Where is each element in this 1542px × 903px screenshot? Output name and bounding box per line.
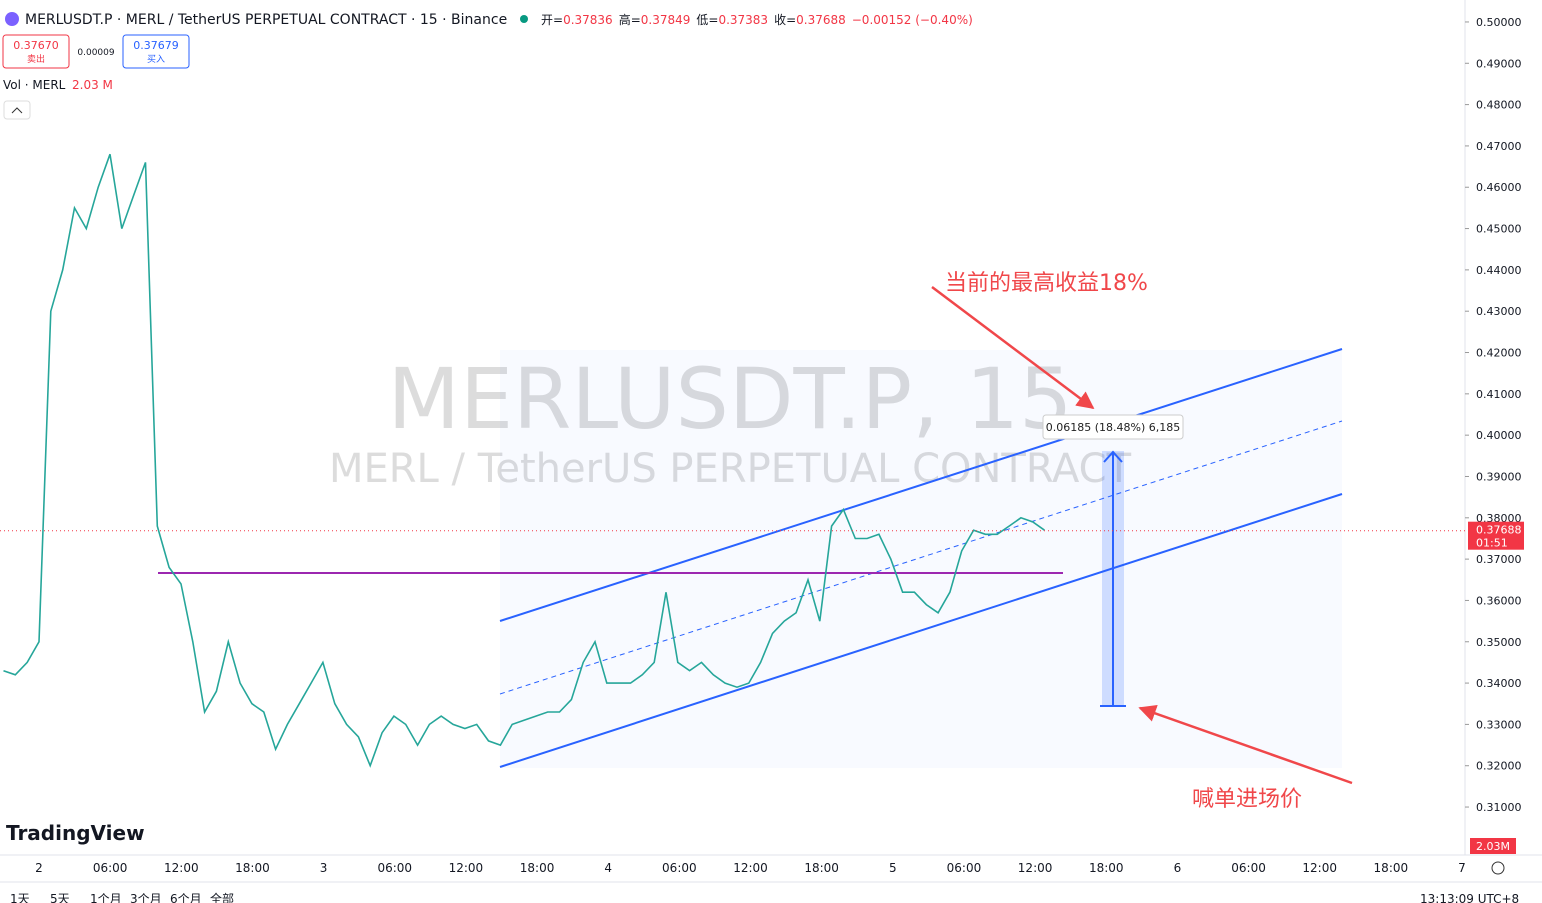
y-tick-label: 0.45000 (1476, 223, 1522, 236)
y-tick-label: 0.41000 (1476, 388, 1522, 401)
x-tick-label: 12:00 (164, 861, 199, 875)
ohlc-value: 0.37383 (718, 13, 768, 27)
x-tick-label: 06:00 (947, 861, 982, 875)
y-tick-label: 0.44000 (1476, 264, 1522, 277)
y-tick-label: 0.31000 (1476, 801, 1522, 814)
buy-button[interactable] (122, 34, 190, 69)
x-tick-label: 18:00 (1374, 861, 1409, 875)
buy-label: 买入 (147, 54, 165, 65)
y-tick-label: 0.50000 (1476, 16, 1522, 29)
x-tick-label: 7 (1458, 861, 1466, 875)
y-tick-label: 0.38000 (1476, 512, 1522, 525)
ohlc-label: 收= (774, 13, 796, 27)
ohlc-label: 低= (696, 13, 718, 27)
ohlc: 开=0.37836 高=0.37849 低=0.37383 收=0.37688 −0.0… (541, 12, 973, 27)
y-tick-label: 0.39000 (1476, 470, 1522, 483)
y-tick-label: 0.43000 (1476, 305, 1522, 318)
change: −0.00152 (−0.40%) (852, 13, 973, 27)
annotation-top: 当前的最高收益18% (945, 271, 1148, 296)
volume-value: 2.03 M (72, 78, 113, 92)
range-button[interactable]: 5天 (50, 892, 70, 903)
x-tick-label: 18:00 (804, 861, 839, 875)
ohlc-label: 高= (619, 12, 641, 27)
watermark-subtitle: MERL / TetherUS PERPETUAL CONTRACT (329, 446, 1132, 492)
sell-button[interactable] (2, 34, 70, 69)
x-tick-label: 4 (604, 861, 612, 875)
range-button[interactable]: 6个月 (170, 892, 202, 903)
range-button[interactable]: 3个月 (130, 892, 162, 903)
price-tag-countdown: 01:51 (1476, 537, 1508, 550)
x-tick-label: 06:00 (93, 861, 128, 875)
collapse-button[interactable] (3, 100, 31, 120)
watermark-title: MERLUSDT.P, 15 (387, 350, 1072, 448)
price-line (3, 153, 1045, 768)
ohlc-value: 0.37688 (796, 13, 846, 27)
y-tick-label: 0.36000 (1476, 594, 1522, 607)
range-button[interactable]: 1天 (10, 892, 30, 903)
logo: TradingView (6, 821, 145, 845)
measure-label: 0.06185 (18.48%) 6,185 (1046, 421, 1181, 434)
y-tick-label: 0.40000 (1476, 429, 1522, 442)
x-tick-label: 06:00 (1231, 861, 1266, 875)
x-tick-label: 5 (889, 861, 897, 875)
price-tag (1468, 521, 1524, 550)
x-tick-label: 12:00 (1018, 861, 1053, 875)
x-tick-label: 6 (1174, 861, 1182, 875)
ohlc-value: 0.37836 (563, 13, 613, 27)
x-tick-label: 06:00 (662, 861, 697, 875)
x-tick-label: 12:00 (449, 861, 484, 875)
price-tag-value: 0.37688 (1476, 524, 1522, 537)
y-tick-label: 0.42000 (1476, 347, 1522, 360)
range-button[interactable]: 1个月 (90, 892, 122, 903)
x-tick-label: 12:00 (733, 861, 768, 875)
sell-label: 卖出 (27, 53, 45, 65)
x-tick-label: 12:00 (1302, 861, 1337, 875)
y-tick-label: 0.33000 (1476, 718, 1522, 731)
y-tick-label: 0.49000 (1476, 57, 1522, 70)
y-tick-label: 0.37000 (1476, 553, 1522, 566)
y-tick-label: 0.35000 (1476, 636, 1522, 649)
y-tick-label: 0.47000 (1476, 140, 1522, 153)
range-button[interactable]: 全部 (210, 891, 234, 903)
y-tick-label: 0.32000 (1476, 760, 1522, 773)
ohlc-label: 开= (541, 13, 563, 27)
x-tick-label: 2 (35, 861, 43, 875)
annotation-bottom: 喊单进场价 (1192, 787, 1302, 812)
volume-label: Vol · MERL (3, 78, 66, 92)
x-tick-label: 18:00 (520, 861, 555, 875)
buy-price: 0.37679 (133, 39, 179, 52)
x-tick-label: 06:00 (377, 861, 412, 875)
volume-tag: 2.03M (1476, 840, 1510, 853)
y-tick-label: 0.46000 (1476, 181, 1522, 194)
clock: 13:13:09 UTC+8 (1420, 892, 1519, 903)
symbol-line: MERLUSDT.P · MERL / TetherUS PERPETUAL C… (25, 12, 507, 28)
x-tick-label: 3 (320, 861, 328, 875)
ohlc-value: 0.37849 (641, 13, 691, 27)
sell-price: 0.37670 (13, 39, 59, 52)
x-tick-label: 18:00 (235, 861, 270, 875)
spread: 0.00009 (77, 48, 114, 58)
x-tick-label: 18:00 (1089, 861, 1124, 875)
y-tick-label: 0.48000 (1476, 99, 1522, 112)
y-tick-label: 0.34000 (1476, 677, 1522, 690)
